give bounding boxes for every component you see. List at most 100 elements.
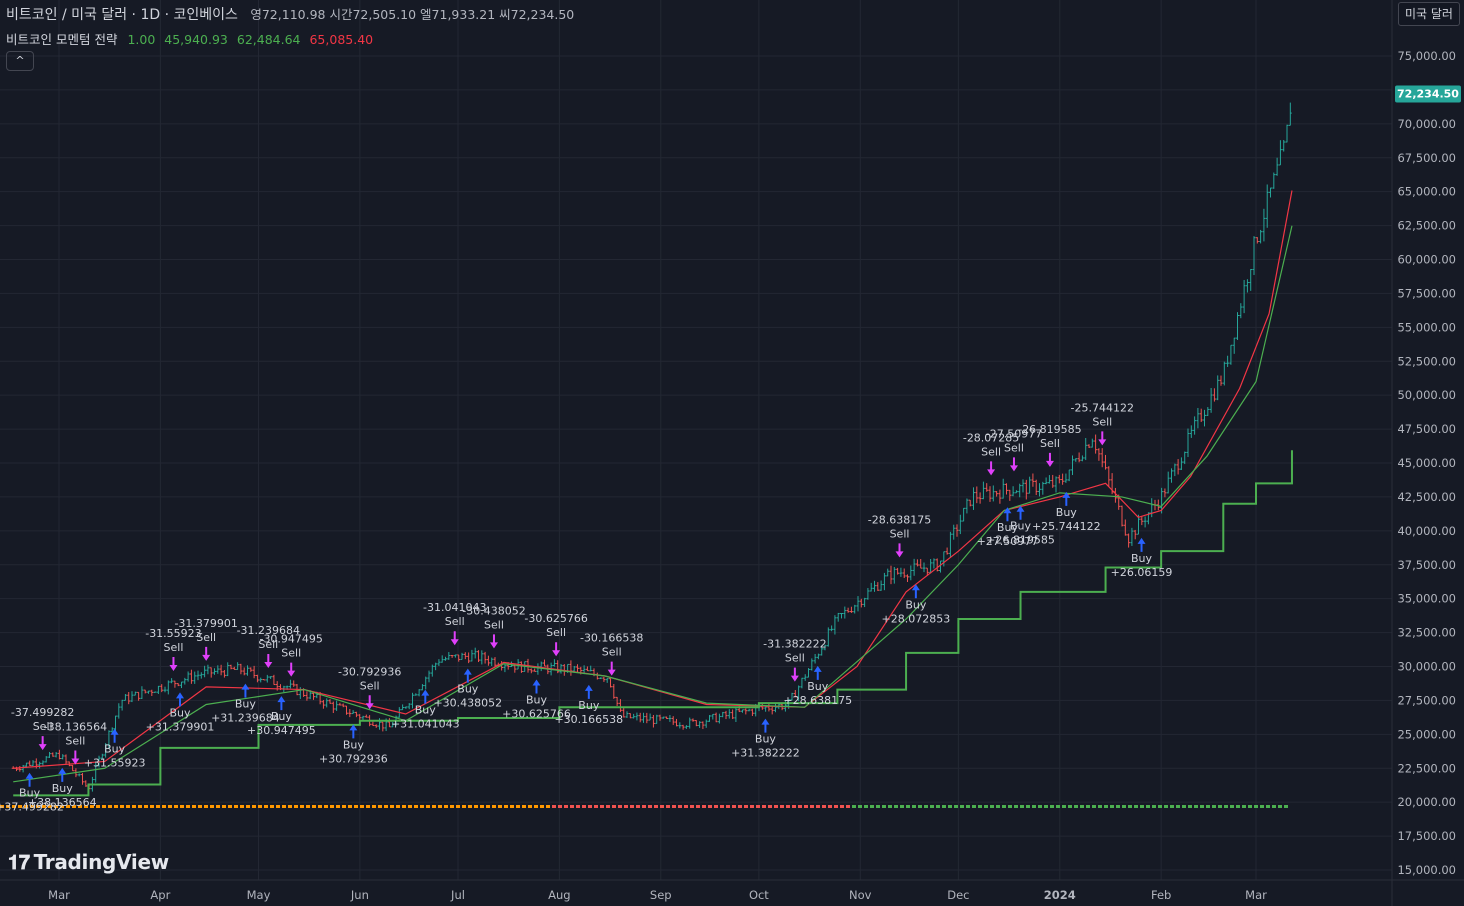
indicator-legend[interactable]: 비트코인 모멘텀 전략 1.00 45,940.93 62,484.64 65,… bbox=[6, 29, 373, 48]
price-bar bbox=[391, 721, 395, 728]
regime-strip-segment bbox=[1176, 805, 1180, 808]
regime-strip-segment bbox=[438, 805, 442, 808]
regime-strip-segment bbox=[924, 805, 928, 808]
buy-signal[interactable]: Buy+37.499282 bbox=[0, 772, 64, 814]
sell-signal-value: -30.438052 bbox=[462, 604, 525, 617]
price-bar bbox=[820, 645, 824, 656]
x-tick-label: 2024 bbox=[1044, 888, 1076, 902]
sell-signal[interactable]: Sell-27.50977 bbox=[986, 427, 1042, 472]
currency-button[interactable]: 미국 달러 bbox=[1398, 2, 1460, 26]
sell-arrow-icon bbox=[202, 646, 211, 661]
y-tick-label: 65,000.00 bbox=[1397, 185, 1456, 199]
price-bar bbox=[655, 714, 659, 724]
regime-strip-segment bbox=[606, 805, 610, 808]
buy-signal[interactable]: Buy+27.50977 bbox=[977, 507, 1039, 548]
collapse-legend-button[interactable]: ^ bbox=[6, 51, 34, 71]
buy-signal-label: Buy bbox=[526, 694, 548, 707]
symbol-title[interactable]: 비트코인 / 미국 달러 · 1D · 코인베이스 bbox=[6, 7, 238, 23]
regime-strip-segment bbox=[1164, 805, 1168, 808]
price-bar bbox=[345, 705, 349, 715]
sell-signal[interactable]: Sell-31.041043 bbox=[423, 601, 486, 646]
regime-strip-segment bbox=[48, 805, 52, 808]
sell-signal[interactable]: Sell-25.744122 bbox=[1071, 401, 1134, 446]
sell-signal[interactable]: Sell-30.166538 bbox=[580, 632, 643, 676]
buy-signal[interactable]: Buy+30.625766 bbox=[502, 679, 571, 721]
sell-arrow-icon bbox=[895, 543, 904, 558]
buy-arrow-icon bbox=[532, 679, 541, 694]
sell-signal[interactable]: Sell-26.819585 bbox=[1018, 423, 1082, 467]
buy-signal[interactable]: Buy+25.744122 bbox=[1032, 491, 1101, 533]
sell-signal-value: -38.136564 bbox=[44, 721, 107, 734]
y-tick-label: 20,000.00 bbox=[1397, 795, 1456, 809]
buy-signal-value: +27.50977 bbox=[977, 535, 1039, 548]
sell-signal[interactable]: Sell-30.947495 bbox=[259, 633, 323, 677]
buy-signal[interactable]: Buy+30.947495 bbox=[247, 696, 316, 737]
sell-signal[interactable]: Sell-30.438052 bbox=[462, 604, 526, 649]
buy-signal[interactable]: Buy+31.041043 bbox=[391, 689, 460, 731]
buy-signal[interactable]: Buy+26.819585 bbox=[986, 505, 1055, 547]
sell-signal[interactable]: Sell-31.379901 bbox=[174, 617, 238, 661]
price-bar bbox=[493, 657, 497, 668]
sell-signal[interactable]: Sell-31.55923 bbox=[145, 627, 202, 671]
price-bar bbox=[229, 664, 233, 670]
regime-strip-segment bbox=[774, 805, 778, 808]
regime-strip-segment bbox=[1218, 805, 1222, 808]
sell-signal[interactable]: Sell-38.136564 bbox=[44, 721, 107, 765]
sell-signal-value: -31.382222 bbox=[763, 638, 826, 651]
sell-signal[interactable]: Sell-28.07285 bbox=[963, 431, 1019, 476]
regime-strip-segment bbox=[486, 805, 490, 808]
buy-signal[interactable]: Buy+31.239684 bbox=[211, 683, 280, 725]
price-bar bbox=[519, 661, 523, 673]
price-bar bbox=[199, 672, 203, 679]
buy-signal[interactable]: Buy+31.382222 bbox=[731, 718, 800, 760]
price-bar bbox=[767, 703, 771, 712]
regime-strip-segment bbox=[1260, 805, 1264, 808]
buy-signal[interactable]: Buy+38.136564 bbox=[28, 767, 97, 809]
sell-signal[interactable]: Sell-31.382222 bbox=[763, 638, 827, 682]
price-bar bbox=[325, 698, 329, 708]
tradingview-logo[interactable]: 𝟏𝟕 TradingView bbox=[8, 850, 169, 874]
y-tick-label: 25,000.00 bbox=[1397, 727, 1456, 741]
regime-strip-segment bbox=[78, 805, 82, 808]
regime-strip-segment bbox=[570, 805, 574, 808]
price-bar bbox=[1097, 448, 1101, 461]
price-bar bbox=[1044, 477, 1048, 485]
price-bar bbox=[354, 711, 358, 718]
price-bar bbox=[866, 588, 870, 600]
sell-signal[interactable]: Sell-37.499282 bbox=[11, 706, 74, 751]
buy-signal[interactable]: Buy+31.379901 bbox=[146, 692, 215, 733]
y-tick-label: 67,500.00 bbox=[1397, 151, 1456, 165]
price-bar bbox=[681, 724, 685, 730]
sell-signal[interactable]: Sell-31.239684 bbox=[237, 624, 300, 668]
buy-signal[interactable]: Buy+31.55923 bbox=[84, 728, 146, 770]
regime-strip-segment bbox=[684, 805, 688, 808]
sell-signal[interactable]: Sell-28.638175 bbox=[868, 513, 931, 558]
last-price-tag-text: 72,234.50 bbox=[1397, 88, 1459, 101]
price-bar bbox=[61, 754, 65, 760]
sell-signal[interactable]: Sell-30.625766 bbox=[524, 612, 588, 657]
buy-signal[interactable]: Buy+28.072853 bbox=[882, 584, 951, 625]
price-bar bbox=[556, 660, 560, 674]
regime-strip-segment bbox=[1032, 805, 1036, 808]
price-bar bbox=[1031, 473, 1035, 487]
slow-line bbox=[13, 225, 1293, 783]
buy-signal[interactable]: Buy+30.438052 bbox=[433, 668, 502, 710]
indicator-name[interactable]: 비트코인 모멘텀 전략 bbox=[6, 32, 118, 47]
price-bar bbox=[1285, 124, 1289, 143]
logo-text: TradingView bbox=[33, 850, 170, 874]
regime-strip-segment bbox=[1242, 805, 1246, 808]
price-bar bbox=[899, 567, 903, 577]
buy-signal-label: Buy bbox=[271, 710, 293, 723]
price-bar bbox=[335, 700, 339, 711]
buy-signal[interactable]: Buy+30.792936 bbox=[319, 724, 388, 765]
sell-arrow-icon bbox=[987, 461, 996, 476]
buy-signal[interactable]: Buy+26.06159 bbox=[1111, 537, 1173, 579]
sell-signal[interactable]: Sell-30.792936 bbox=[338, 665, 401, 710]
price-bar bbox=[477, 650, 481, 663]
buy-signal-value: +30.625766 bbox=[502, 708, 571, 721]
price-bar bbox=[1143, 516, 1147, 528]
y-tick-label: 62,500.00 bbox=[1397, 219, 1456, 233]
buy-signal[interactable]: Buy+28.638175 bbox=[783, 665, 852, 707]
buy-signal[interactable]: Buy+30.166538 bbox=[554, 684, 623, 726]
